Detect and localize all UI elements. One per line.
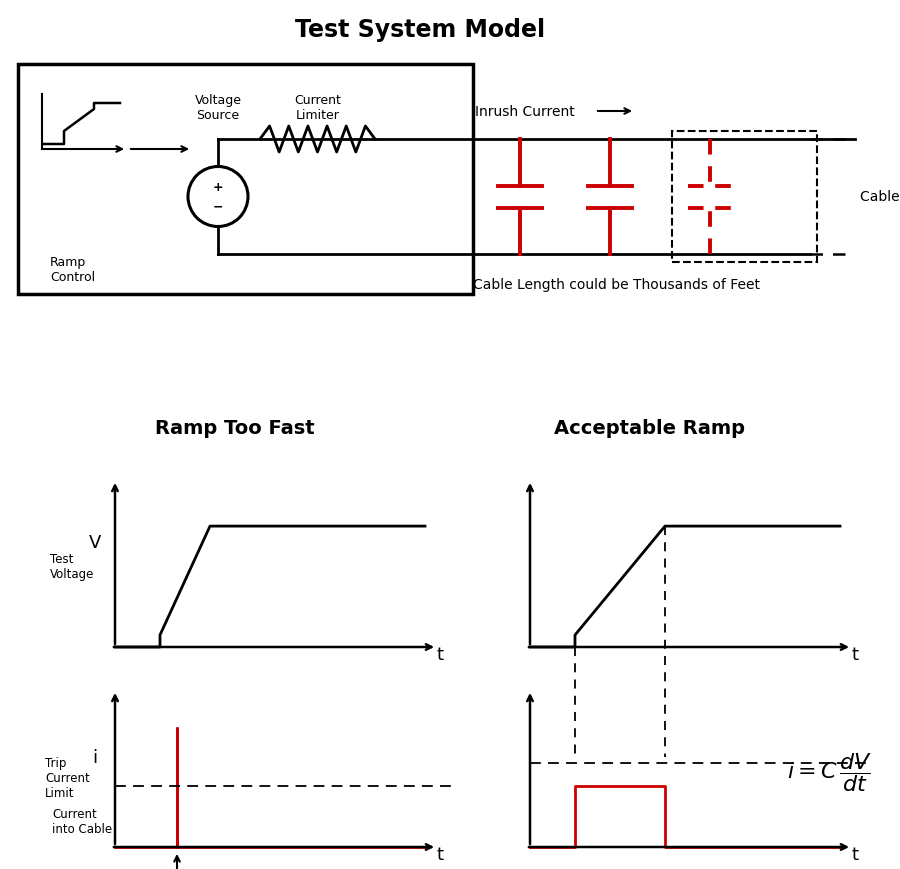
Text: t: t xyxy=(851,646,859,663)
Text: Cable Model: Cable Model xyxy=(860,190,900,204)
Text: Cable Length could be Thousands of Feet: Cable Length could be Thousands of Feet xyxy=(473,278,760,292)
Bar xyxy=(18,65,473,295)
Text: Ramp Too Fast: Ramp Too Fast xyxy=(155,419,314,437)
Text: Ramp
Control: Ramp Control xyxy=(50,255,95,283)
Text: $i = C\,\dfrac{dV}{dt}$: $i = C\,\dfrac{dV}{dt}$ xyxy=(788,750,873,793)
Text: Test
Voltage: Test Voltage xyxy=(50,553,94,580)
Text: Current
Limiter: Current Limiter xyxy=(294,94,341,122)
Text: Acceptable Ramp: Acceptable Ramp xyxy=(554,419,745,437)
Text: Voltage
Source: Voltage Source xyxy=(194,94,241,122)
Text: V: V xyxy=(89,533,101,551)
Text: t: t xyxy=(436,646,444,663)
Text: Test System Model: Test System Model xyxy=(295,18,545,42)
Text: Trip
Current
Limit: Trip Current Limit xyxy=(45,756,90,799)
Text: Current
into Cable: Current into Cable xyxy=(52,807,112,835)
Text: −: − xyxy=(212,201,223,214)
Text: +: + xyxy=(212,181,223,194)
Text: i: i xyxy=(93,748,97,766)
Text: t: t xyxy=(436,845,444,863)
Bar xyxy=(672,132,817,262)
Circle shape xyxy=(188,168,248,227)
Text: Inrush Current: Inrush Current xyxy=(475,105,575,119)
Text: t: t xyxy=(851,845,859,863)
